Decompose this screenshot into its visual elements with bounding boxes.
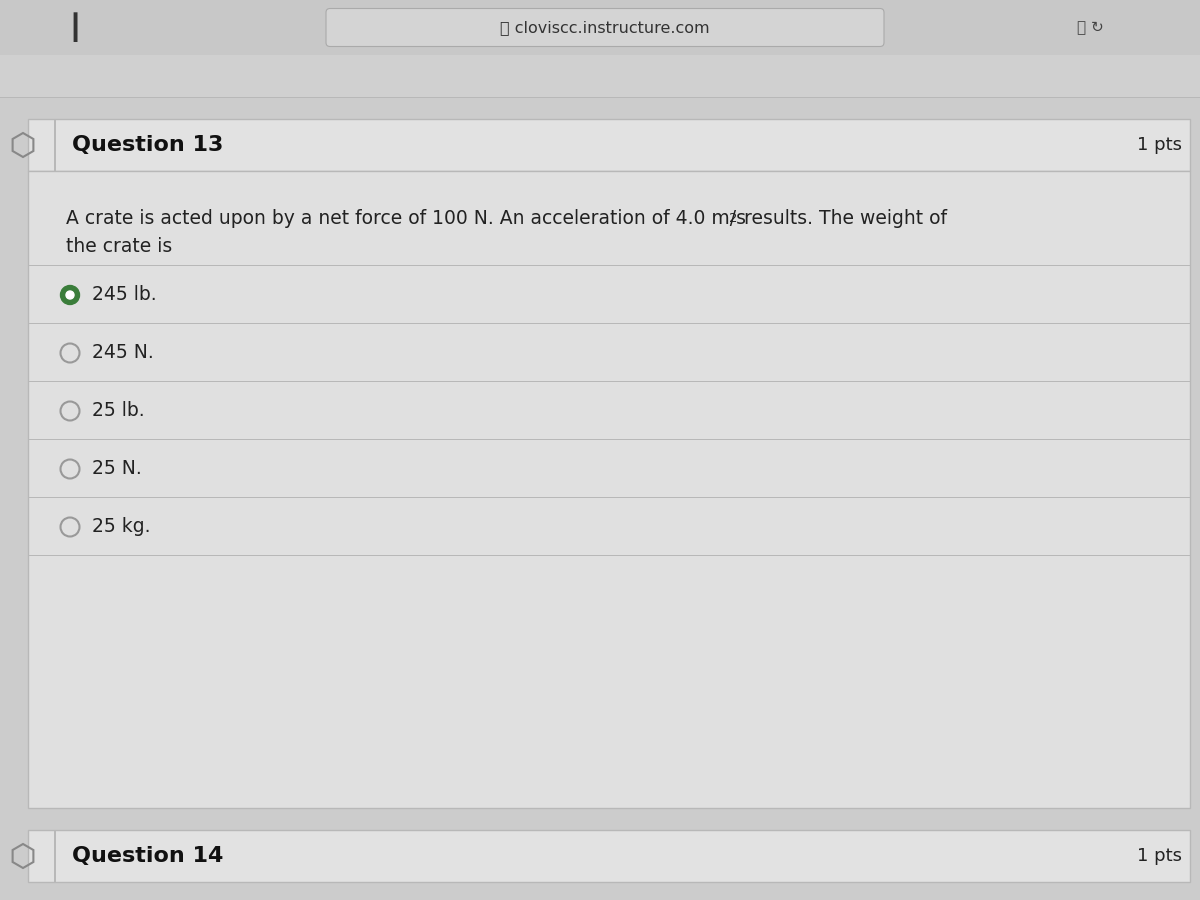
Text: 25 lb.: 25 lb. bbox=[92, 401, 145, 420]
Bar bbox=[28, 830, 1190, 882]
Bar bbox=[28, 171, 1190, 808]
Bar bbox=[54, 119, 55, 171]
Text: Question 14: Question 14 bbox=[72, 846, 223, 866]
Text: 2: 2 bbox=[730, 212, 738, 225]
Text: 25 kg.: 25 kg. bbox=[92, 518, 150, 536]
Bar bbox=[0, 97, 1200, 900]
Text: results. The weight of: results. The weight of bbox=[738, 209, 947, 228]
Text: 245 N.: 245 N. bbox=[92, 344, 154, 363]
Text: 📷 ↻: 📷 ↻ bbox=[1076, 20, 1103, 35]
Bar bbox=[54, 830, 55, 882]
Bar bbox=[0, 0, 1200, 55]
Text: 1 pts: 1 pts bbox=[1138, 136, 1182, 154]
Text: ┃: ┃ bbox=[67, 13, 83, 42]
Bar bbox=[0, 55, 1200, 97]
Bar bbox=[0, 97, 1200, 98]
Text: 25 N.: 25 N. bbox=[92, 460, 142, 479]
Text: 🔒 cloviscc.instructure.com: 🔒 cloviscc.instructure.com bbox=[500, 20, 710, 35]
FancyBboxPatch shape bbox=[326, 8, 884, 47]
Circle shape bbox=[60, 285, 79, 304]
Circle shape bbox=[66, 291, 74, 299]
Text: the crate is: the crate is bbox=[66, 237, 173, 256]
Bar bbox=[28, 119, 1190, 171]
Text: Question 13: Question 13 bbox=[72, 135, 223, 155]
Text: 245 lb.: 245 lb. bbox=[92, 285, 157, 304]
Text: A crate is acted upon by a net force of 100 N. An acceleration of 4.0 m/s: A crate is acted upon by a net force of … bbox=[66, 209, 746, 228]
Text: 1 pts: 1 pts bbox=[1138, 847, 1182, 865]
